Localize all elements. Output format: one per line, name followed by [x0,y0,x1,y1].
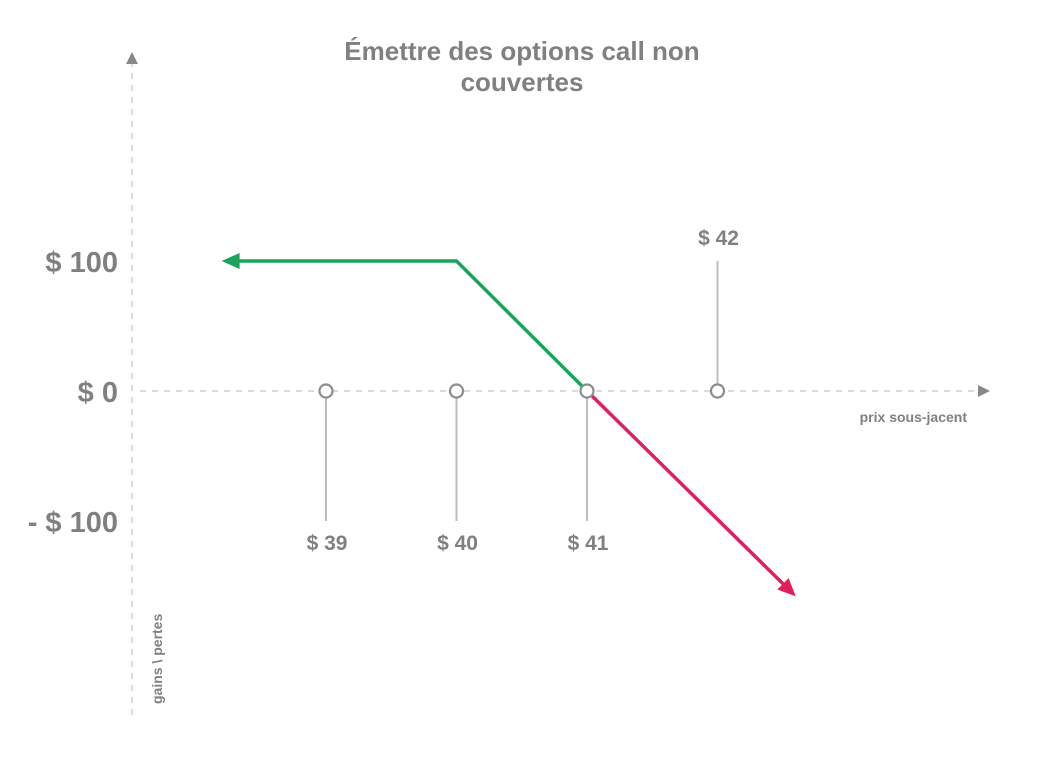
series-end-arrow-icon [777,578,796,597]
chart-title-line-1: Émettre des options call non [344,36,700,66]
x-tick-marker [709,383,726,399]
series-line-1 [585,389,786,587]
x-tick-label: $ 42 [698,227,739,250]
x-tick-label: $ 39 [307,532,348,555]
x-tick-label: $ 40 [437,532,478,555]
y-tick-label: $ 0 [78,377,118,409]
series-line-0 [237,259,589,393]
chart-title: Émettre des options call non couvertes [0,36,1044,98]
x-tick-marker [448,383,465,399]
y-axis-arrow-icon [126,52,138,64]
y-tick-label: - $ 100 [28,507,118,539]
y-tick-label: $ 100 [45,247,118,279]
x-tick-marker [318,383,334,399]
x-tick-marker [579,383,595,399]
y-axis-label: gains \ pertes [149,614,165,704]
chart-title-line-2: couvertes [460,67,584,97]
x-axis-arrow-icon [978,385,990,397]
x-tick-label: $ 41 [568,532,609,555]
series-start-arrow-icon [221,253,240,269]
x-axis-label: prix sous-jacent [860,409,968,425]
